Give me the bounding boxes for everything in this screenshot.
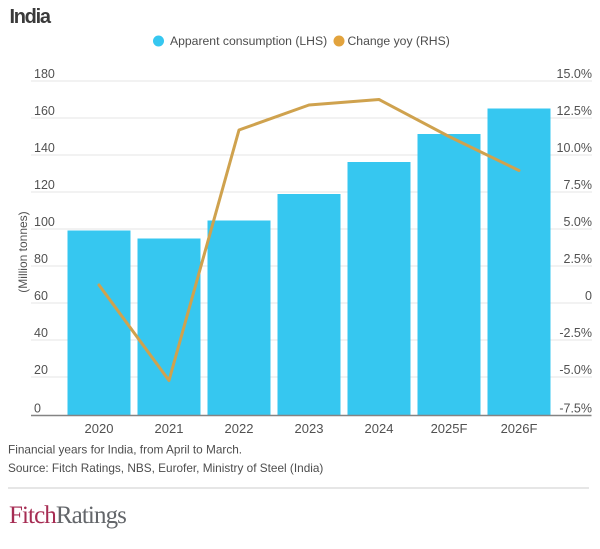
svg-text:India: India bbox=[10, 6, 52, 28]
svg-text:-5.0%: -5.0% bbox=[559, 363, 592, 377]
svg-text:7.5%: 7.5% bbox=[564, 178, 593, 192]
svg-text:0: 0 bbox=[585, 289, 592, 303]
svg-text:20: 20 bbox=[34, 363, 48, 377]
svg-text:2024: 2024 bbox=[365, 421, 394, 436]
svg-text:100: 100 bbox=[34, 215, 55, 229]
svg-text:Change yoy (RHS): Change yoy (RHS) bbox=[348, 34, 450, 48]
svg-text:180: 180 bbox=[34, 67, 55, 81]
svg-text:2026F: 2026F bbox=[501, 421, 538, 436]
svg-text:140: 140 bbox=[34, 141, 55, 155]
svg-text:160: 160 bbox=[34, 104, 55, 118]
svg-text:2022: 2022 bbox=[225, 421, 254, 436]
svg-text:40: 40 bbox=[34, 326, 48, 340]
svg-text:15.0%: 15.0% bbox=[557, 67, 592, 81]
svg-text:-7.5%: -7.5% bbox=[559, 401, 592, 415]
svg-text:10.0%: 10.0% bbox=[557, 141, 592, 155]
svg-text:Apparent consumption (LHS): Apparent consumption (LHS) bbox=[170, 34, 327, 48]
svg-text:Source: Fitch Ratings, NBS, Eu: Source: Fitch Ratings, NBS, Eurofer, Min… bbox=[8, 461, 323, 475]
svg-text:0: 0 bbox=[34, 401, 41, 415]
svg-text:80: 80 bbox=[34, 252, 48, 266]
svg-text:FitchRatings: FitchRatings bbox=[9, 502, 126, 529]
svg-text:(Million tonnes): (Million tonnes) bbox=[16, 211, 30, 292]
svg-text:Financial years for India, fro: Financial years for India, from April to… bbox=[8, 443, 242, 457]
svg-text:12.5%: 12.5% bbox=[557, 104, 592, 118]
svg-text:2025F: 2025F bbox=[431, 421, 468, 436]
svg-text:60: 60 bbox=[34, 289, 48, 303]
svg-text:120: 120 bbox=[34, 178, 55, 192]
svg-text:-2.5%: -2.5% bbox=[559, 326, 592, 340]
svg-text:5.0%: 5.0% bbox=[564, 215, 593, 229]
svg-text:2020: 2020 bbox=[85, 421, 114, 436]
svg-text:2.5%: 2.5% bbox=[564, 252, 593, 266]
svg-text:2023: 2023 bbox=[295, 421, 324, 436]
svg-text:2021: 2021 bbox=[155, 421, 184, 436]
